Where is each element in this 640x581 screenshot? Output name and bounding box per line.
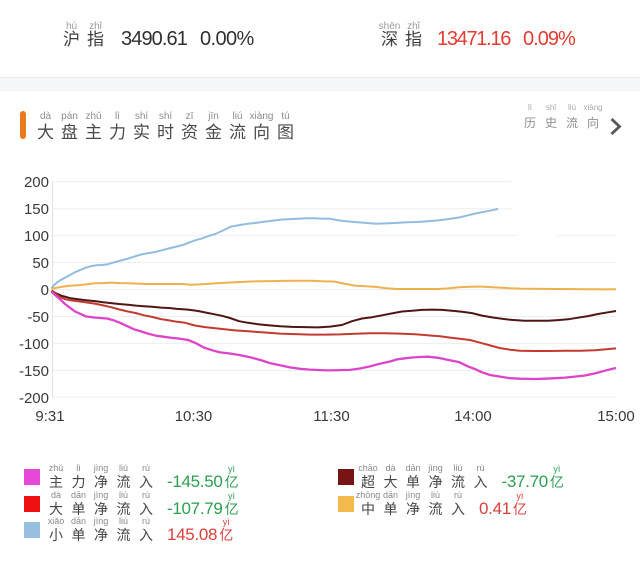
svg-text:0: 0 — [41, 282, 49, 299]
svg-text:14:00: 14:00 — [454, 408, 492, 425]
svg-text:-150: -150 — [19, 363, 49, 380]
svg-text:-200: -200 — [19, 390, 49, 407]
svg-text:11:30: 11:30 — [313, 408, 349, 425]
svg-text:100: 100 — [24, 228, 49, 245]
svg-text:200: 200 — [24, 174, 49, 191]
svg-text:9:31: 9:31 — [35, 408, 64, 425]
svg-text:50: 50 — [32, 255, 49, 272]
svg-text:-100: -100 — [19, 336, 49, 353]
svg-text:150: 150 — [24, 201, 49, 218]
svg-text:15:00: 15:00 — [597, 408, 635, 425]
svg-text:-50: -50 — [27, 309, 49, 326]
svg-text:10:30: 10:30 — [175, 408, 213, 425]
